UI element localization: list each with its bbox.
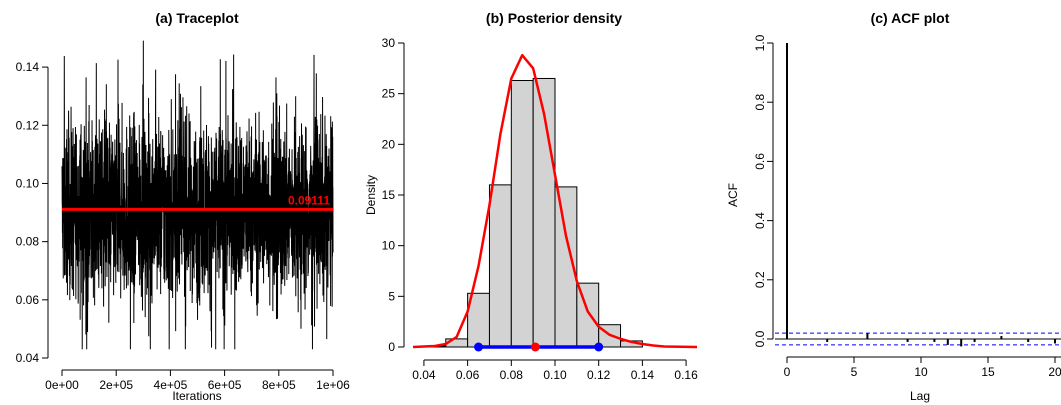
traceplot-plot-area: 0.09111 0.04 0.06 0.08 0.10 0.12 0.14 0e+00 2e+0… (16, 40, 350, 392)
x-tick-label: 6e+05 (208, 378, 242, 392)
density-plot-area: 0 5 10 15 20 25 30 0.04 0.06 0.08 0.10 0.12 0.14 0.16 (382, 36, 698, 382)
y-tick-label: 0.14 (16, 60, 40, 74)
x-tick-label: 5 (851, 365, 858, 379)
y-tick-label: 0.06 (16, 293, 40, 307)
x-tick-label: 0.12 (587, 368, 611, 382)
x-tick-label: 0.04 (412, 368, 436, 382)
acf-x-axis-label: Lag (910, 389, 930, 403)
y-tick-label: 0.2 (753, 271, 767, 288)
y-tick-label: 0.0 (753, 330, 767, 347)
x-tick-label: 0.16 (674, 368, 698, 382)
x-tick-label: 0.08 (500, 368, 524, 382)
density-curve (412, 53, 698, 349)
y-tick-label: 5 (388, 289, 395, 303)
y-tick-label: 0.12 (16, 118, 40, 132)
panel-posterior-density: (b) Posterior density 0 5 10 15 20 25 30 0.04 0.… (364, 10, 698, 382)
density-y-axis-label: Density (364, 175, 378, 215)
y-tick-label: 10 (382, 239, 396, 253)
y-tick-label: 0 (388, 340, 395, 354)
y-tick-label: 0.4 (753, 212, 767, 229)
x-tick-label: 10 (914, 365, 928, 379)
histogram-bar (510, 79, 534, 348)
interval-upper-point (594, 342, 604, 352)
histogram-bar (488, 184, 512, 348)
y-tick-label: 0.6 (753, 153, 767, 170)
point-estimate-point (530, 342, 540, 352)
x-tick-label: 4e+05 (154, 378, 188, 392)
density-title: (b) Posterior density (486, 10, 622, 26)
panel-acf: (c) ACF plot 0.00.20.40.60.81.00 5 10 15 20 … (726, 10, 1061, 403)
acf-y-axis-label: ACF (726, 183, 740, 207)
traceplot-x-axis-label: Iterations (172, 389, 221, 403)
x-tick-label: 0 (784, 365, 791, 379)
traceplot-title: (a) Traceplot (155, 10, 239, 26)
x-tick-label: 0.10 (543, 368, 567, 382)
x-tick-label: 15 (981, 365, 995, 379)
trace-series-line (61, 40, 334, 350)
acf-title: (c) ACF plot (871, 10, 950, 26)
x-tick-label: 20 (1048, 365, 1061, 379)
y-tick-label: 30 (382, 36, 396, 50)
acf-plot-area: 0.0 0.2 0.4 0.6 0.8 1.0 0 5 10 15 20 (753, 34, 1061, 379)
panel-traceplot: (a) Traceplot 0.09111 0.04 0.06 0.08 0.10 0.1… (16, 10, 351, 403)
y-tick-label: 0.04 (16, 351, 40, 365)
y-tick-label: 15 (382, 188, 396, 202)
y-tick-label: 1.0 (753, 34, 767, 51)
x-tick-label: 0.06 (456, 368, 480, 382)
interval-lower-point (474, 342, 484, 352)
x-tick-label: 0e+00 (45, 378, 79, 392)
x-tick-label: 8e+05 (262, 378, 296, 392)
y-tick-label: 20 (382, 137, 396, 151)
y-tick-label: 0.10 (16, 176, 40, 190)
x-tick-label: 1e+06 (316, 378, 350, 392)
mean-value-label: 0.09111 (288, 193, 330, 207)
x-tick-label: 0.14 (631, 368, 655, 382)
x-tick-label: 2e+05 (99, 378, 133, 392)
y-tick-label: 0.8 (753, 94, 767, 111)
y-tick-label: 25 (382, 87, 396, 101)
y-tick-label: 0.08 (16, 235, 40, 249)
